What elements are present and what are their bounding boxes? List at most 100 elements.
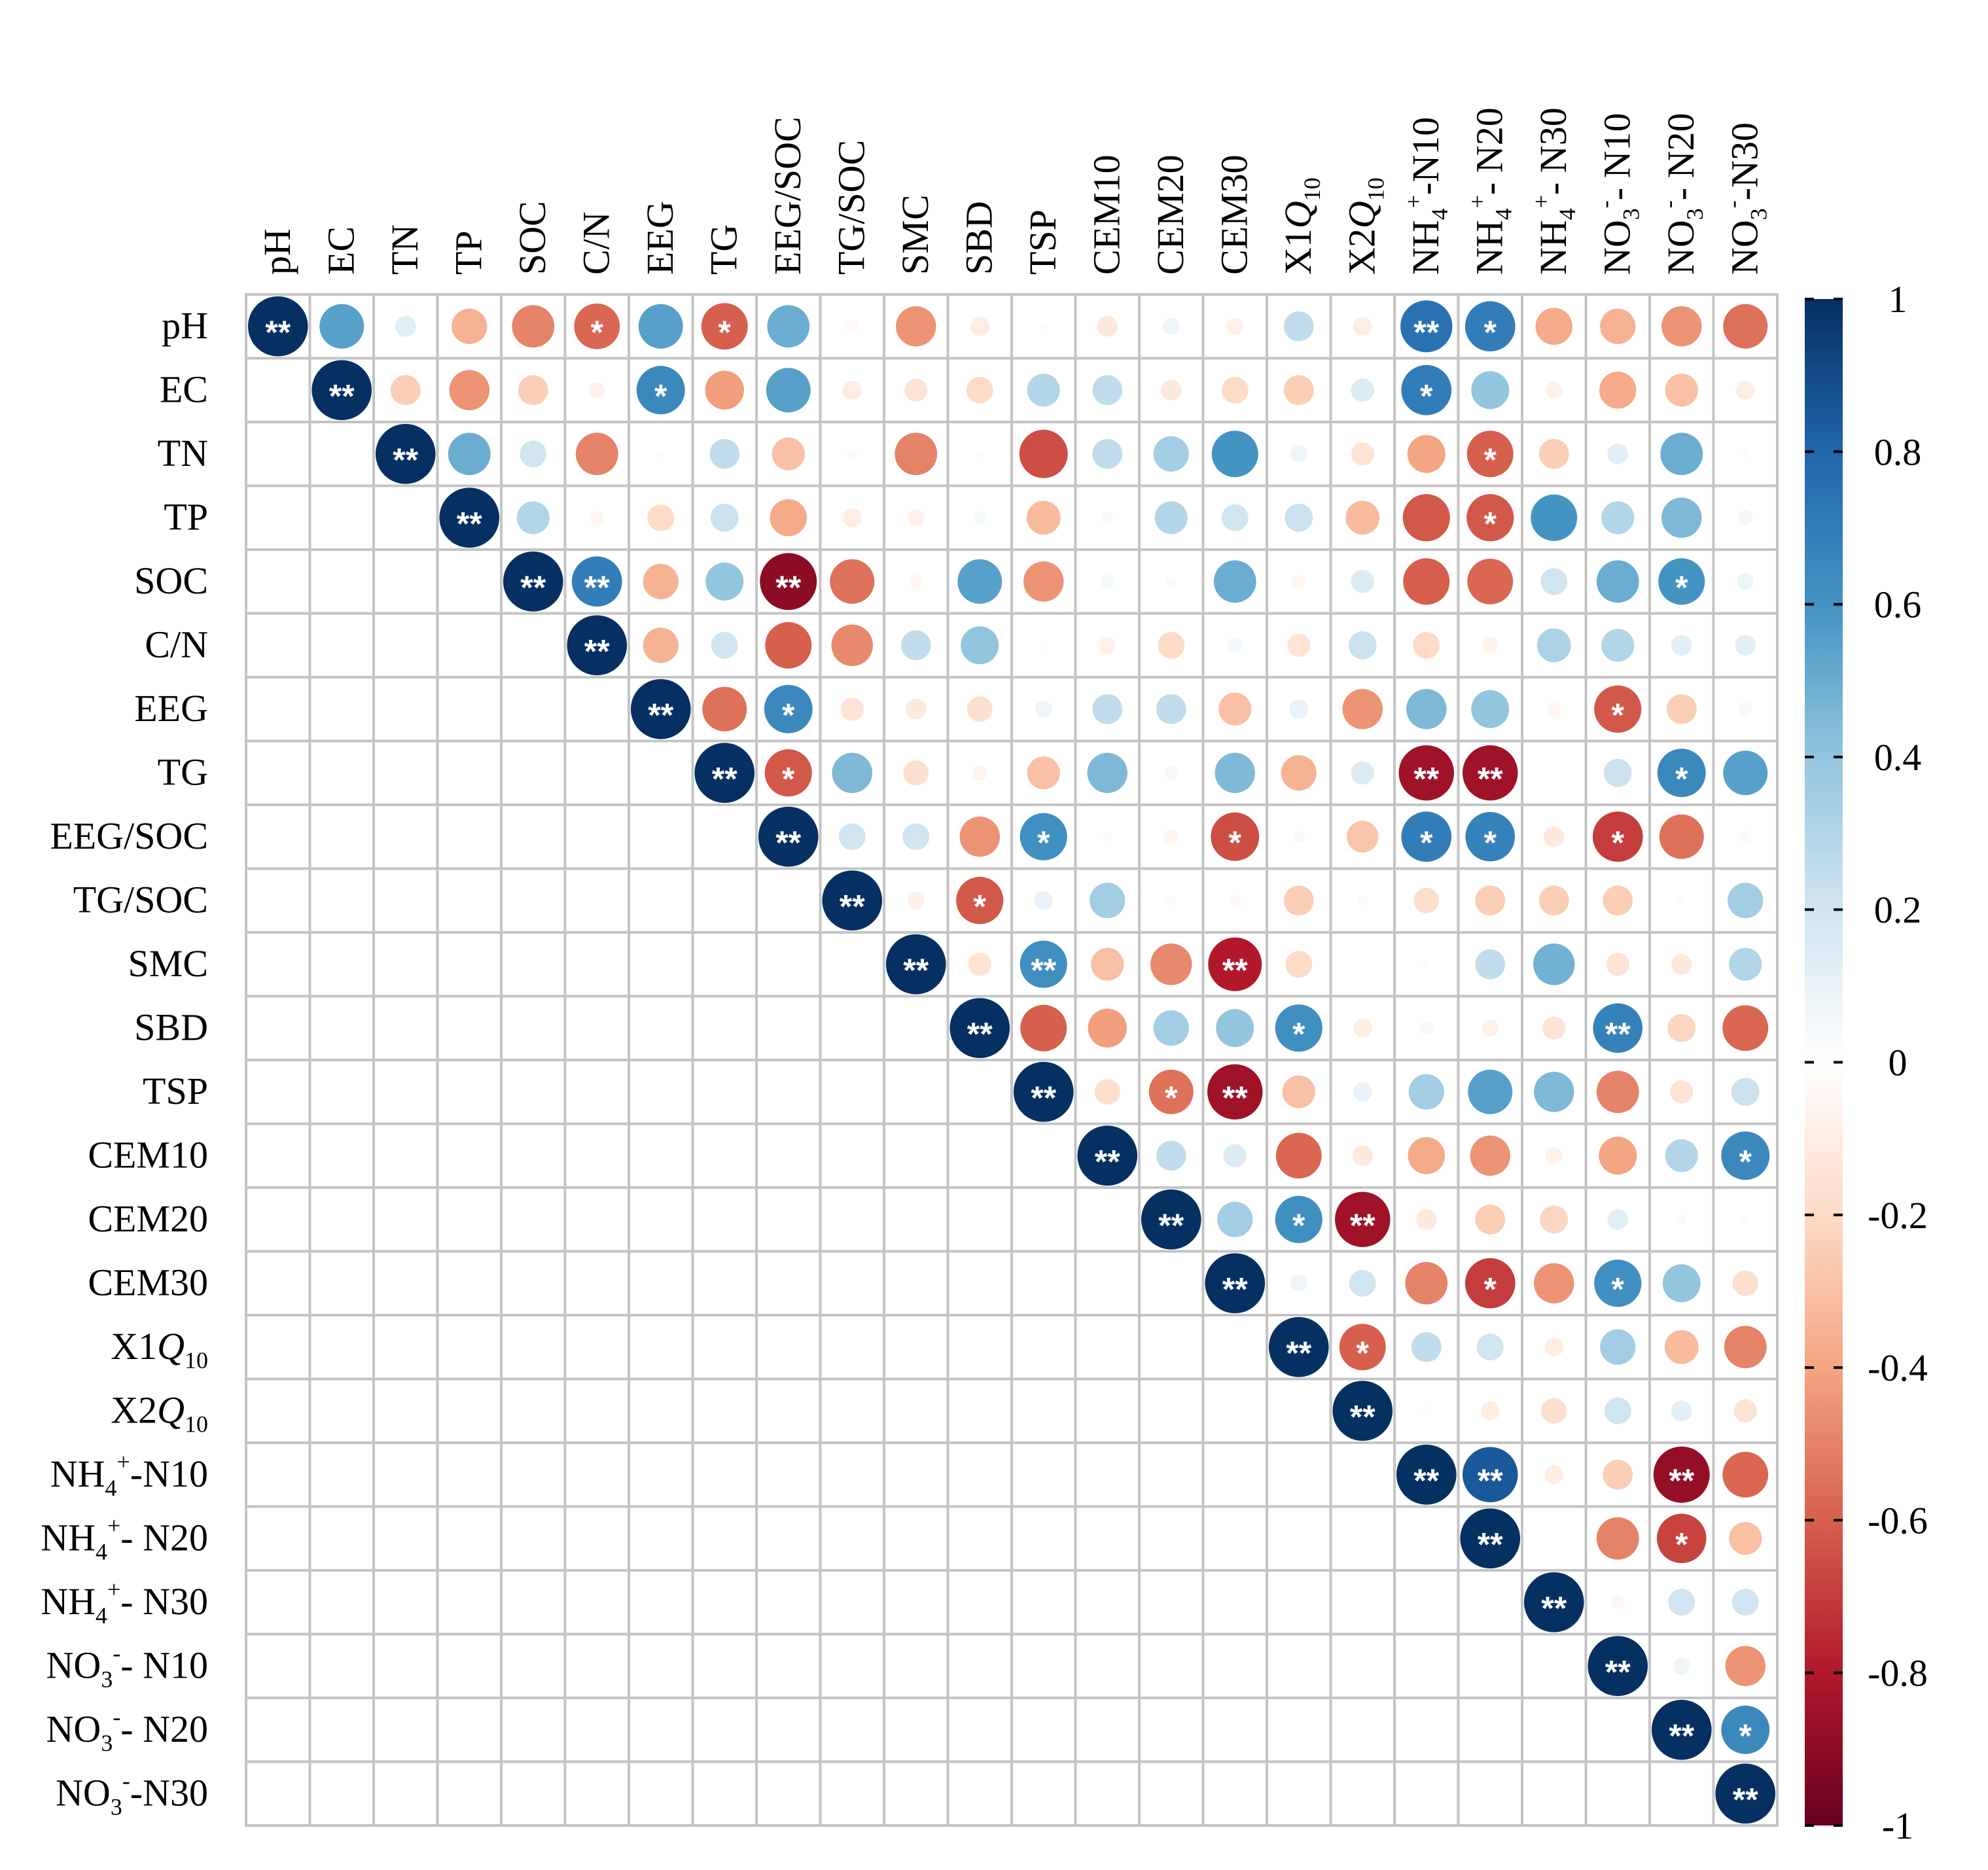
corr-circle-C/N-NH4+- N20	[1482, 637, 1499, 654]
significance-marker: *	[1420, 378, 1433, 414]
grid-cell	[691, 1760, 758, 1827]
corr-circle-TP-EEG/SOC	[770, 499, 807, 537]
grid-cell	[308, 1250, 375, 1316]
grid-cell	[883, 739, 950, 806]
corr-circle-TSP-NH4+- N30	[1534, 1072, 1574, 1112]
grid-cell	[563, 1186, 630, 1253]
corr-circle-TG-CEM20	[1164, 766, 1178, 780]
grid-cell	[308, 1314, 375, 1381]
grid-cell	[819, 1760, 885, 1827]
grid-cell	[1521, 1697, 1588, 1763]
grid-cell	[245, 739, 311, 806]
grid-cell	[436, 1760, 503, 1827]
corr-circle-C/N-TG	[711, 631, 738, 659]
corr-circle-EC-X1Q10	[1283, 375, 1314, 406]
corr-circle-EEG-NH4+-N10	[1406, 689, 1447, 730]
grid-cell	[436, 931, 503, 998]
corr-circle-TSP-NO3-- N10	[1596, 1070, 1639, 1114]
corr-circle-TN-CEM10	[1092, 438, 1123, 469]
row-labels: pH EC TN TP SOC C/N EEG TG EEG/SOC TG/SOC SMC SBD TS…	[41, 304, 208, 1820]
significance-marker: **	[1222, 952, 1248, 989]
corr-circle-EEG-NH4+- N30	[1547, 702, 1561, 716]
grid-cell	[308, 931, 375, 998]
grid-cell	[691, 867, 758, 934]
grid-cell	[308, 1059, 375, 1125]
significance-marker: **	[1413, 314, 1439, 351]
row-label-NO3-- N20: NO3-- N20	[46, 1704, 208, 1756]
significance-marker: *	[1739, 1143, 1752, 1180]
corr-circle-TG/SOC-NH4+-N10	[1413, 887, 1440, 913]
grid-cell	[436, 1441, 503, 1508]
grid-cell	[755, 1697, 822, 1763]
grid-cell	[500, 1632, 567, 1699]
grid-cell	[819, 1632, 885, 1699]
corr-circle-SOC-NO3--N30	[1737, 573, 1754, 590]
grid-cell	[436, 1377, 503, 1444]
grid-cell	[883, 1059, 950, 1125]
colorbar-tick-label: 0.4	[1874, 736, 1922, 779]
grid-cell	[1712, 1377, 1779, 1444]
grid-cell	[755, 1122, 822, 1189]
corr-circle-CEM30-NO3-- N20	[1662, 1264, 1701, 1303]
grid-cell	[372, 1059, 439, 1125]
grid-cell	[819, 1059, 885, 1125]
grid-cell	[1074, 1760, 1141, 1827]
corr-circle-EC-SMC	[904, 378, 928, 402]
significance-marker: **	[712, 760, 737, 797]
significance-marker: **	[1158, 1207, 1184, 1244]
corr-circle-TN-SMC	[895, 432, 938, 476]
corr-circle-TSP-CEM30	[1207, 1064, 1263, 1120]
corr-circle-X1Q10-X2Q10	[1339, 1324, 1386, 1371]
grid-cell	[883, 1377, 950, 1444]
grid-cell	[245, 1760, 311, 1827]
corr-circle-CEM30-X1Q10	[1290, 1275, 1307, 1292]
grid-cell	[436, 1505, 503, 1572]
corr-circle-CEM20-X2Q10	[1335, 1191, 1391, 1247]
grid-cell	[1138, 1569, 1205, 1636]
corr-circle-TG/SOC-SBD	[956, 877, 1004, 925]
significance-marker: **	[967, 1015, 993, 1052]
grid-cell	[1393, 1314, 1460, 1381]
grid-cell	[946, 1632, 1013, 1699]
grid-cell	[1074, 1186, 1141, 1253]
significance-marker: **	[329, 378, 355, 414]
corr-circle-CEM20-NH4+- N30	[1540, 1205, 1569, 1234]
corr-circle-SMC-SBD	[968, 953, 991, 976]
significance-marker: **	[1413, 1462, 1439, 1499]
grid-cell	[819, 1122, 885, 1189]
row-label-CEM10: CEM10	[88, 1133, 208, 1176]
col-label-SMC: SMC	[894, 194, 936, 275]
grid-cell	[500, 1314, 567, 1381]
grid-cell	[245, 1059, 311, 1125]
grid-cell	[946, 1697, 1013, 1763]
grid-cell	[245, 612, 311, 679]
grid-cell	[1010, 1569, 1077, 1636]
col-label-X2Q10: X2Q10	[1340, 177, 1389, 275]
corr-circle-EEG/SOC-TG/SOC	[838, 823, 866, 851]
corr-circle-TG-NO3-- N10	[1603, 758, 1632, 787]
corr-circle-NO3-- N20-NO3--N30	[1721, 1705, 1770, 1754]
corr-circle-TSP-NH4+-N10	[1408, 1074, 1444, 1110]
corr-circle-EC-NH4+-N10	[1401, 364, 1452, 415]
significance-marker: **	[1478, 760, 1503, 797]
grid-cell	[436, 867, 503, 934]
grid-cell	[1329, 1569, 1396, 1636]
grid-cell	[500, 867, 567, 934]
grid-cell	[1138, 1441, 1205, 1508]
corr-circle-TP-CEM10	[1101, 512, 1114, 524]
corr-circle-TP-C/N	[590, 511, 604, 525]
corr-circle-EC-NO3--N30	[1735, 380, 1755, 400]
corr-circle-EC-SOC	[518, 375, 548, 406]
grid-cell	[1138, 1697, 1205, 1763]
col-label-SBD: SBD	[957, 201, 1000, 275]
grid-cell	[500, 1505, 567, 1572]
grid-cell	[1457, 1569, 1523, 1636]
col-label-NO3--N30: NO3--N30	[1719, 122, 1771, 275]
grid-cell	[1074, 1377, 1141, 1444]
grid-cell	[1457, 1632, 1523, 1699]
corr-circle-TG/SOC-NH4+- N30	[1538, 885, 1569, 916]
grid-cell	[308, 484, 375, 551]
corr-circle-X1Q10-NH4+- N30	[1544, 1337, 1564, 1357]
corr-circle-NH4+- N30-NO3-- N10	[1611, 1595, 1625, 1609]
grid-cell	[308, 1760, 375, 1827]
